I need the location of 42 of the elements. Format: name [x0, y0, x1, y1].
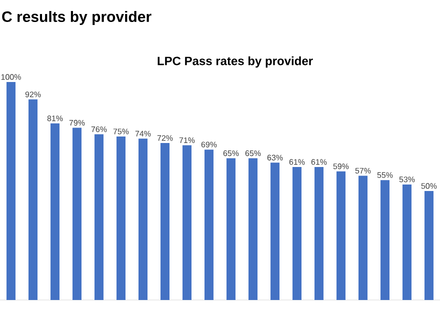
- bar: [248, 158, 258, 300]
- data-label: 69%: [201, 142, 217, 148]
- bar: [226, 158, 236, 300]
- data-label: 65%: [223, 150, 239, 156]
- bar: [6, 82, 16, 300]
- data-label: 50%: [421, 183, 437, 189]
- bar: [270, 162, 280, 300]
- data-label: 79%: [69, 120, 85, 126]
- bar: [314, 167, 324, 300]
- data-label: 75%: [113, 128, 129, 134]
- bar: [160, 143, 170, 300]
- data-label: 100%: [1, 74, 21, 80]
- data-label: 55%: [377, 172, 393, 178]
- data-label: 92%: [25, 92, 41, 98]
- bar: [358, 176, 368, 300]
- bar: [94, 134, 104, 300]
- data-label: 81%: [47, 116, 63, 122]
- data-label: 71%: [179, 137, 195, 144]
- bar: [182, 145, 192, 300]
- bar: [116, 136, 126, 300]
- data-label: 61%: [289, 159, 305, 165]
- data-label: 57%: [355, 168, 371, 174]
- data-label: 63%: [267, 154, 283, 160]
- bar: [28, 99, 38, 300]
- data-label: 61%: [311, 159, 327, 165]
- bar: [138, 138, 148, 300]
- chart-title: C results by provider: [2, 11, 152, 25]
- bar: [424, 190, 434, 300]
- chart-subtitle: LPC Pass rates by provider: [158, 56, 313, 68]
- bar: [336, 171, 346, 300]
- data-label: 59%: [333, 164, 349, 170]
- bar: [50, 123, 60, 300]
- data-label: 76%: [91, 126, 107, 132]
- data-label: 74%: [135, 130, 151, 136]
- bar: [72, 128, 82, 300]
- bar: [380, 180, 390, 300]
- bar: [402, 184, 412, 300]
- data-label: 65%: [245, 150, 261, 156]
- data-label: 72%: [157, 135, 173, 141]
- bar: [292, 167, 302, 300]
- bar: [204, 150, 214, 300]
- data-label: 53%: [399, 176, 415, 182]
